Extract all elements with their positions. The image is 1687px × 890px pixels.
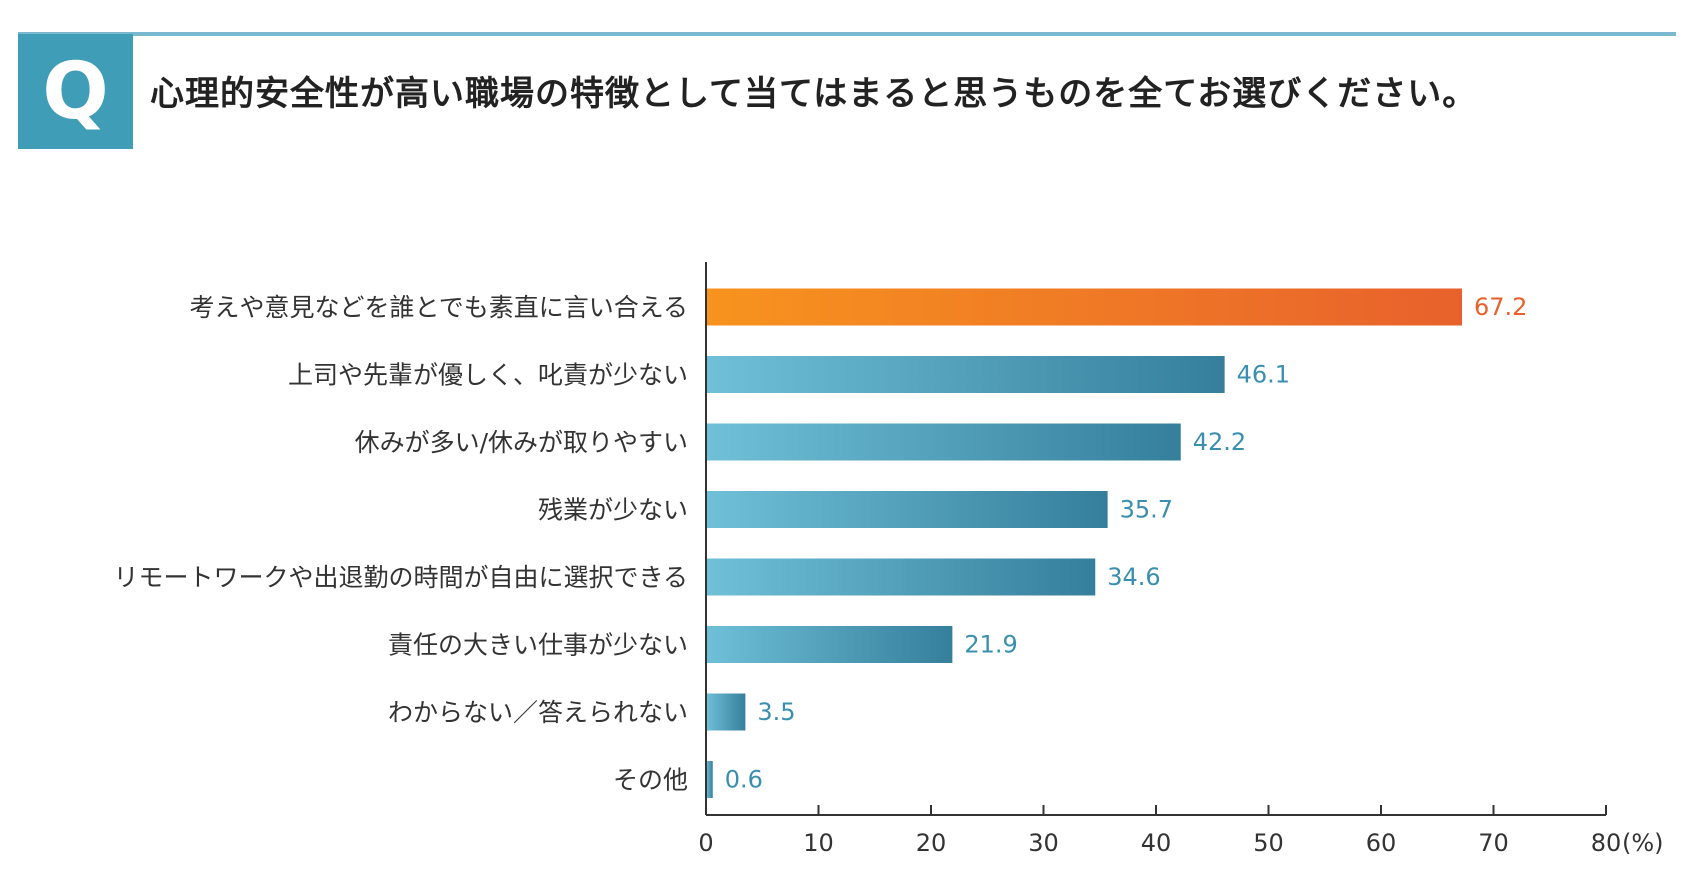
value-label: 42.2 [1193, 428, 1246, 456]
category-label: 休みが多い/休みが取りやすい [355, 428, 688, 457]
x-unit-label: (%) [1622, 829, 1664, 857]
category-label: その他 [613, 766, 688, 795]
value-label: 46.1 [1237, 361, 1290, 389]
value-label: 3.5 [757, 698, 795, 726]
bar [706, 288, 1462, 326]
bars-group: 考えや意見などを誰とでも素直に言い合える 67.2 上司や先輩が優しく、叱責が少ない… [113, 288, 1527, 798]
value-label: 0.6 [725, 766, 763, 794]
x-tick-label: 10 [803, 829, 834, 857]
category-label: わからない／答えられない [388, 698, 688, 727]
bar [706, 626, 953, 663]
x-tick-label: 80 [1591, 829, 1622, 857]
category-label: 考えや意見などを誰とでも素直に言い合える [189, 293, 688, 322]
bar [706, 423, 1181, 461]
value-label: 21.9 [964, 631, 1017, 659]
x-tick-label: 40 [1141, 829, 1172, 857]
question-title: 心理的安全性が高い職場の特徴として当てはまると思うものを全てお選びください。 [150, 74, 1478, 114]
x-tick-label: 60 [1366, 829, 1397, 857]
bar [706, 693, 746, 731]
bar [706, 491, 1108, 528]
category-label: リモートワークや出退勤の時間が自由に選択できる [113, 563, 688, 592]
question-badge: Q [18, 34, 133, 149]
x-tick-label: 0 [698, 829, 713, 857]
value-label: 34.6 [1107, 563, 1160, 591]
x-tick-label: 30 [1028, 829, 1059, 857]
axes-group: 0 10 20 30 40 50 60 70 80 (%) [698, 262, 1664, 857]
category-label: 上司や先輩が優しく、叱責が少ない [288, 361, 688, 390]
bar [706, 558, 1096, 596]
header-rule [18, 32, 1676, 36]
category-label: 残業が少ない [538, 496, 688, 525]
category-label: 責任の大きい仕事が少ない [388, 631, 688, 660]
x-tick-label: 70 [1478, 829, 1509, 857]
x-tick-label: 20 [916, 829, 947, 857]
x-tick-label: 50 [1253, 829, 1284, 857]
bar [706, 761, 713, 798]
value-label: 35.7 [1120, 496, 1173, 524]
value-label: 67.2 [1474, 293, 1527, 321]
bar [706, 356, 1225, 393]
